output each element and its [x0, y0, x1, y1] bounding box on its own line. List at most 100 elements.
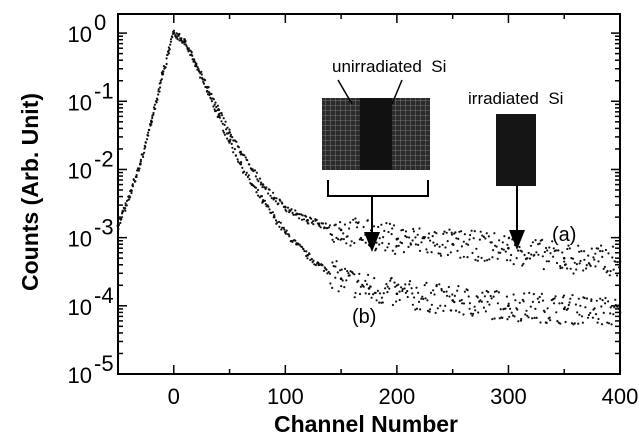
- series-b-dot-430: [548, 316, 551, 319]
- series-b-dot-228: [346, 270, 349, 273]
- series-a-dot-278: [395, 244, 398, 248]
- series-b-dot-423: [541, 299, 545, 302]
- series-a-dot-499: [617, 266, 621, 269]
- series-b-dot-495: [614, 298, 617, 301]
- series-b-dot-19: [136, 169, 139, 172]
- series-a-dot-50: [167, 49, 170, 52]
- series-a-dot-74: [191, 58, 194, 61]
- series-a-dot-153: [270, 197, 273, 200]
- series-b-dot-349: [467, 295, 470, 298]
- series-b-dot-325: [442, 290, 445, 293]
- series-a-dot-214: [331, 238, 334, 241]
- series-b-dot-374: [492, 295, 495, 298]
- series-b-dot-255: [373, 277, 376, 280]
- series-a-dot-37: [154, 107, 157, 110]
- series-a-dot-392: [510, 253, 513, 257]
- series-a-dot-42: [158, 82, 161, 85]
- series-a-dot-61: [178, 32, 181, 36]
- series-b-dot-399: [517, 320, 520, 323]
- series-a-dot-362: [480, 256, 483, 259]
- series-a-dot-467: [585, 264, 588, 267]
- series-b-dot-465: [583, 296, 586, 300]
- series-b-dot-335: [453, 301, 456, 304]
- series-b-dot-350: [468, 307, 471, 310]
- series-b-dot-285: [403, 287, 406, 290]
- series-a-dot-321: [439, 252, 442, 255]
- series-b-dot-386: [504, 307, 507, 310]
- series-b-dot-177: [294, 239, 297, 242]
- series-a-dot-312: [430, 251, 433, 254]
- series-a-dot-271: [388, 222, 391, 225]
- series-b-dot-53: [169, 40, 172, 43]
- series-a-dot-84: [200, 76, 204, 80]
- series-b-dot-333: [451, 293, 454, 296]
- series-a-dot-347: [465, 242, 468, 245]
- series-a-dot-378: [496, 257, 499, 260]
- series-a-dot-368: [486, 259, 489, 262]
- series-b-dot-144: [261, 201, 264, 204]
- series-b-dot-422: [540, 292, 544, 295]
- series-b-dot-231: [348, 274, 351, 277]
- series-a-dot-98: [215, 105, 218, 109]
- series-a-dot-24: [141, 153, 144, 156]
- series-b-dot-366: [484, 310, 487, 313]
- series-a-dot-331: [449, 251, 452, 254]
- series-b-dot-427: [545, 321, 548, 324]
- series-b-dot-298: [415, 307, 419, 310]
- series-a-dot-204: [321, 222, 325, 225]
- series-a-dot-322: [439, 254, 443, 257]
- series-a-dot-446: [564, 263, 568, 266]
- series-a-dot-22: [139, 162, 142, 165]
- series-a-dot-370: [488, 258, 491, 261]
- series-a-dot-290: [408, 236, 411, 239]
- series-a-dot-332: [450, 231, 453, 234]
- series-b-dot-303: [421, 295, 424, 298]
- series-a-dot-422: [541, 238, 544, 241]
- series-a-dot-497: [616, 274, 619, 277]
- series-a-dot-441: [559, 267, 562, 270]
- series-a-dot-448: [566, 247, 569, 251]
- series-b-dot-363: [481, 291, 484, 294]
- series-b-dot-26: [143, 147, 146, 150]
- series-b-dot-213: [331, 286, 334, 289]
- series-a-dot-65: [182, 40, 185, 43]
- series-b-dot-286: [404, 283, 407, 286]
- series-b-dot-270: [388, 287, 391, 290]
- series-a-dot-318: [436, 243, 439, 246]
- x-tick-label-300: 300: [490, 384, 527, 409]
- series-a-dot-267: [385, 222, 388, 225]
- series-a-dot-235: [353, 241, 356, 245]
- unirradiated-right-pad: [392, 98, 430, 170]
- series-a-dot-450: [568, 247, 571, 250]
- series-a-dot-400: [518, 245, 521, 249]
- series-a-dot-162: [279, 199, 282, 202]
- series-a-dot-139: [256, 178, 259, 181]
- series-a-dot-492: [611, 256, 614, 259]
- series-b-dot-466: [584, 306, 587, 309]
- series-b-dot-236: [353, 296, 356, 299]
- series-b-dot-346: [463, 290, 466, 293]
- series-a-dot-249: [366, 219, 369, 222]
- series-b-dot-166: [283, 228, 286, 231]
- series-a-dot-489: [607, 252, 610, 255]
- series-a-dot-455: [573, 261, 576, 264]
- series-b-dot-469: [587, 313, 591, 317]
- series-a-dot-468: [587, 254, 590, 257]
- series-a-dot-307: [425, 248, 428, 251]
- series-b-dot-174: [291, 240, 294, 243]
- series-b-dot-398: [516, 308, 519, 311]
- series-b-dot-165: [282, 226, 285, 229]
- series-b-dot-311: [428, 308, 432, 311]
- series-a-dot-215: [332, 240, 335, 243]
- series-a-dot-90: [207, 86, 210, 89]
- series-a-dot-187: [305, 215, 308, 218]
- series-a-dot-432: [551, 240, 554, 243]
- series-b-dot-490: [609, 312, 612, 315]
- series-b-dot-160: [277, 220, 281, 223]
- series-b-dot-483: [601, 299, 604, 302]
- series-b-dot-287: [404, 291, 407, 294]
- series-a-dot-63: [180, 38, 183, 41]
- series-a-dot-442: [561, 251, 564, 254]
- series-b-dot-315: [433, 293, 436, 296]
- series-a-dot-185: [302, 218, 306, 221]
